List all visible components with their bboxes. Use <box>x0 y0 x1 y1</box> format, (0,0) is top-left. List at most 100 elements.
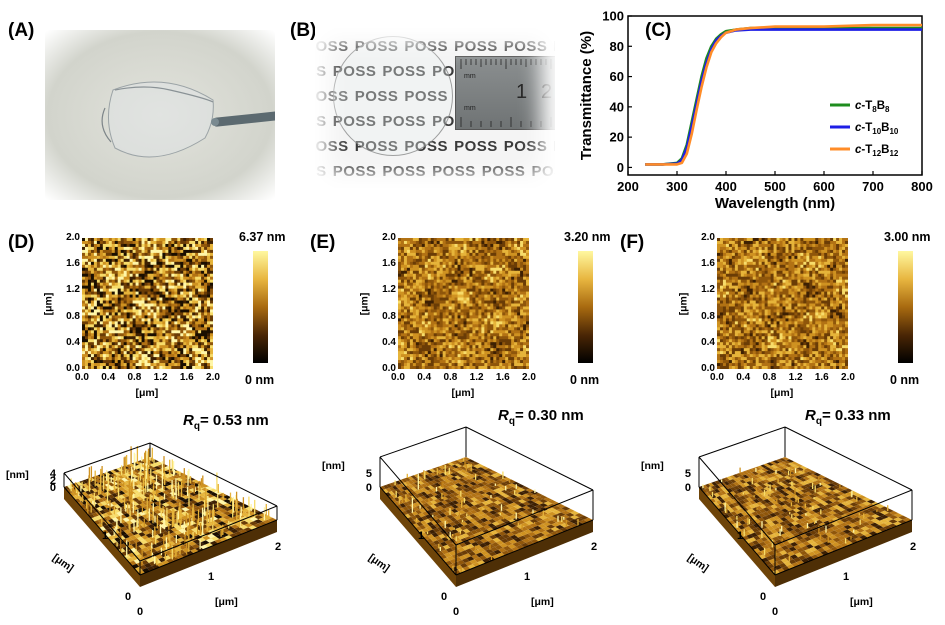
surface-cell <box>120 526 128 531</box>
surface-cell <box>196 481 205 486</box>
afm-pixel <box>129 300 134 304</box>
surface-cell <box>157 532 166 538</box>
afm-pixel <box>511 285 515 290</box>
surface-cell <box>214 510 224 515</box>
afm-pixel <box>523 238 527 242</box>
afm-pixel <box>198 321 202 325</box>
afm-pixel <box>412 342 417 346</box>
afm-pixel <box>171 306 175 310</box>
surface-cell <box>183 526 192 532</box>
afm-pixel <box>84 342 89 346</box>
afm-pixel <box>451 336 455 340</box>
afm-pixel <box>460 243 464 248</box>
afm-pixel <box>198 303 202 307</box>
afm-pixel <box>430 333 435 337</box>
afm-pixel <box>87 270 92 275</box>
afm-pixel <box>189 327 193 331</box>
afm-pixel <box>451 360 455 364</box>
afm-pixel <box>111 342 116 346</box>
afm-pixel <box>82 300 86 304</box>
afm-pixel <box>418 249 423 254</box>
surface-cell <box>131 510 139 515</box>
surface-cell <box>119 531 127 536</box>
afm-pixel <box>514 288 518 292</box>
afm-pixel <box>484 360 488 364</box>
afm-pixel <box>162 267 166 272</box>
afm-pixel <box>412 291 417 295</box>
afm-pixel <box>526 258 529 263</box>
afm-pixel <box>135 303 139 307</box>
surface-cell <box>103 524 110 530</box>
afm-pixel <box>201 315 205 319</box>
surface-cell <box>134 533 142 539</box>
afm-pixel <box>445 345 450 349</box>
afm-pixel <box>463 288 467 292</box>
afm-pixel <box>484 318 488 322</box>
afm-pixel <box>96 297 101 301</box>
afm-pixel <box>90 303 95 307</box>
afm-pixel <box>93 339 98 343</box>
afm-pixel <box>436 336 441 340</box>
afm-pixel <box>421 306 426 310</box>
surface-cell <box>185 509 194 514</box>
afm-pixel <box>484 339 488 343</box>
surface-cell <box>73 482 80 487</box>
afm-pixel <box>111 276 116 281</box>
afm-pixel <box>186 321 190 325</box>
surface-cell <box>115 516 123 521</box>
surface-cell <box>141 535 149 540</box>
afm-pixel <box>108 270 113 275</box>
afm-pixel <box>141 324 145 328</box>
afm-pixel <box>436 354 441 358</box>
afm-pixel <box>105 276 110 281</box>
afm-pixel <box>430 357 435 361</box>
afm-pixel <box>90 330 95 334</box>
afm-pixel <box>523 267 527 272</box>
afm-pixel <box>210 282 213 287</box>
afm-pixel <box>469 342 473 346</box>
afm-pixel <box>406 291 411 295</box>
afm-pixel <box>466 243 470 248</box>
afm-pixel <box>141 279 145 284</box>
surface-cell <box>150 498 159 503</box>
afm-pixel <box>210 312 213 316</box>
afm-pixel <box>475 309 479 313</box>
afm-pixel <box>90 273 95 278</box>
afm-pixel <box>165 238 169 242</box>
afm-pixel <box>132 282 136 287</box>
afm-pixel <box>406 318 411 322</box>
surface-cell <box>145 517 153 522</box>
afm-pixel <box>409 249 414 254</box>
surface-cell <box>107 474 115 479</box>
afm-pixel <box>99 360 104 364</box>
afm-pixel <box>189 240 193 245</box>
afm-pixel <box>129 288 134 292</box>
afm-pixel <box>415 309 420 313</box>
afm-pixel <box>162 330 166 334</box>
afm-pixel <box>406 360 411 364</box>
afm-pixel <box>132 252 136 257</box>
afm-pixel <box>475 345 479 349</box>
afm-pixel <box>433 348 438 352</box>
afm-pixel <box>90 276 95 281</box>
afm-pixel <box>108 309 113 313</box>
afm-pixel <box>478 342 482 346</box>
x3d-tick-label: 2 <box>275 541 281 553</box>
surface-cell <box>99 509 106 515</box>
afm-pixel <box>442 258 447 263</box>
afm-pixel <box>424 345 429 349</box>
y3d-axis-label: [μm] <box>50 552 76 575</box>
afm-pixel <box>159 279 163 284</box>
afm-pixel <box>108 321 113 325</box>
afm-pixel <box>457 303 461 307</box>
afm-pixel <box>409 312 414 316</box>
afm-pixel <box>421 288 426 292</box>
surface-cell <box>153 559 162 565</box>
afm-pixel <box>123 321 128 325</box>
afm-pixel <box>150 312 154 316</box>
afm-pixel <box>138 306 142 310</box>
afm-pixel <box>171 315 175 319</box>
afm-pixel <box>463 312 467 316</box>
surface-cell <box>118 490 126 495</box>
afm-pixel <box>490 336 494 340</box>
